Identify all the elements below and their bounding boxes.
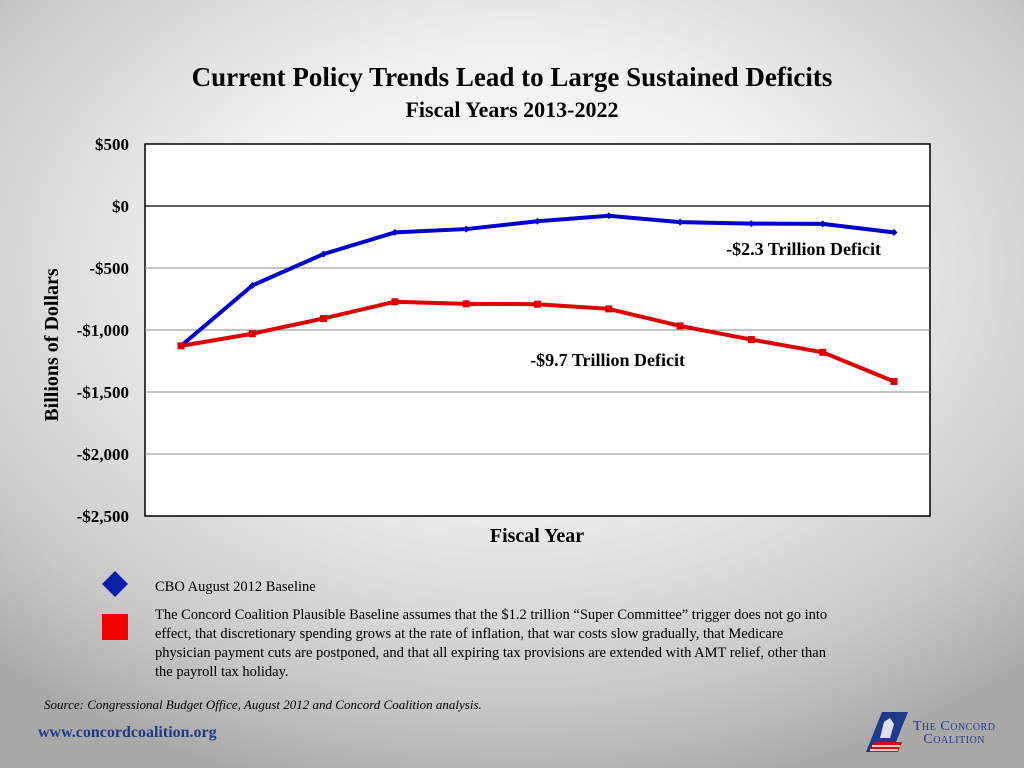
cbo-data-point (819, 220, 827, 228)
cbo-data-point (890, 228, 898, 236)
cbo-data-point (605, 212, 613, 220)
legend-cbo-label: CBO August 2012 Baseline (155, 579, 316, 595)
y-axis-title: Billions of Dollars (41, 268, 63, 422)
concord-deficit-annotation: -$9.7 Trillion Deficit (530, 350, 685, 370)
y-tick-label: -$1,500 (77, 383, 129, 402)
concord-data-point (890, 377, 898, 385)
cbo-data-point (747, 220, 755, 228)
y-tick-label: $500 (95, 135, 129, 154)
cbo-data-point (462, 225, 470, 233)
logo-line-2: Coalition (923, 732, 986, 747)
concord-coalition-logo-icon (866, 712, 908, 752)
concord-data-point (177, 342, 185, 350)
chart-title: Current Policy Trends Lead to Large Sust… (191, 62, 833, 92)
cbo-data-point (676, 218, 684, 226)
concord-data-point (534, 300, 541, 308)
concord-data-point (320, 314, 328, 322)
y-tick-label: -$2,000 (77, 445, 129, 464)
y-tick-labels: $500 $0 -$500 -$1,000 -$1,500 -$2,000 -$2,500 (77, 135, 129, 526)
blue-diamond-icon (102, 571, 128, 597)
deficit-line-chart: $500$0-$500-$1,000-$1,500-$2,000-$2,500 … (41, 135, 931, 547)
y-tick-label: -$1,000 (77, 321, 129, 340)
x-axis-title: Fiscal Year (490, 525, 584, 547)
chart-subtitle: Fiscal Years 2013-2022 (405, 97, 619, 122)
cbo-deficit-annotation: -$2.3 Trillion Deficit (726, 239, 881, 259)
source-note: Source: Congressional Budget Office, Aug… (44, 697, 482, 712)
series-lines (177, 212, 898, 385)
concord-data-point (605, 305, 613, 313)
y-tick-label: $0 (112, 197, 129, 216)
y-tick-label: -$500 (89, 259, 129, 278)
legend-concord-label: The Concord Coalition Plausible Baseline… (155, 607, 828, 680)
cbo-data-point (391, 228, 399, 236)
concord-data-point (747, 336, 755, 344)
y-tick-label: -$2,500 (77, 507, 129, 526)
cbo-data-point (320, 250, 328, 258)
concord-data-point (248, 330, 256, 338)
red-square-icon (102, 614, 128, 640)
logo-wordmark: The Concord Coalition (913, 719, 996, 747)
concord-data-point (676, 322, 684, 330)
cbo-data-point (248, 281, 256, 289)
logo-line-1: The Concord (913, 719, 996, 734)
cbo-data-point (534, 217, 541, 225)
concord-data-point (462, 300, 470, 308)
concord-data-point (391, 298, 399, 306)
concord-data-point (819, 348, 827, 356)
website-link[interactable]: www.concordcoalition.org (38, 724, 217, 741)
